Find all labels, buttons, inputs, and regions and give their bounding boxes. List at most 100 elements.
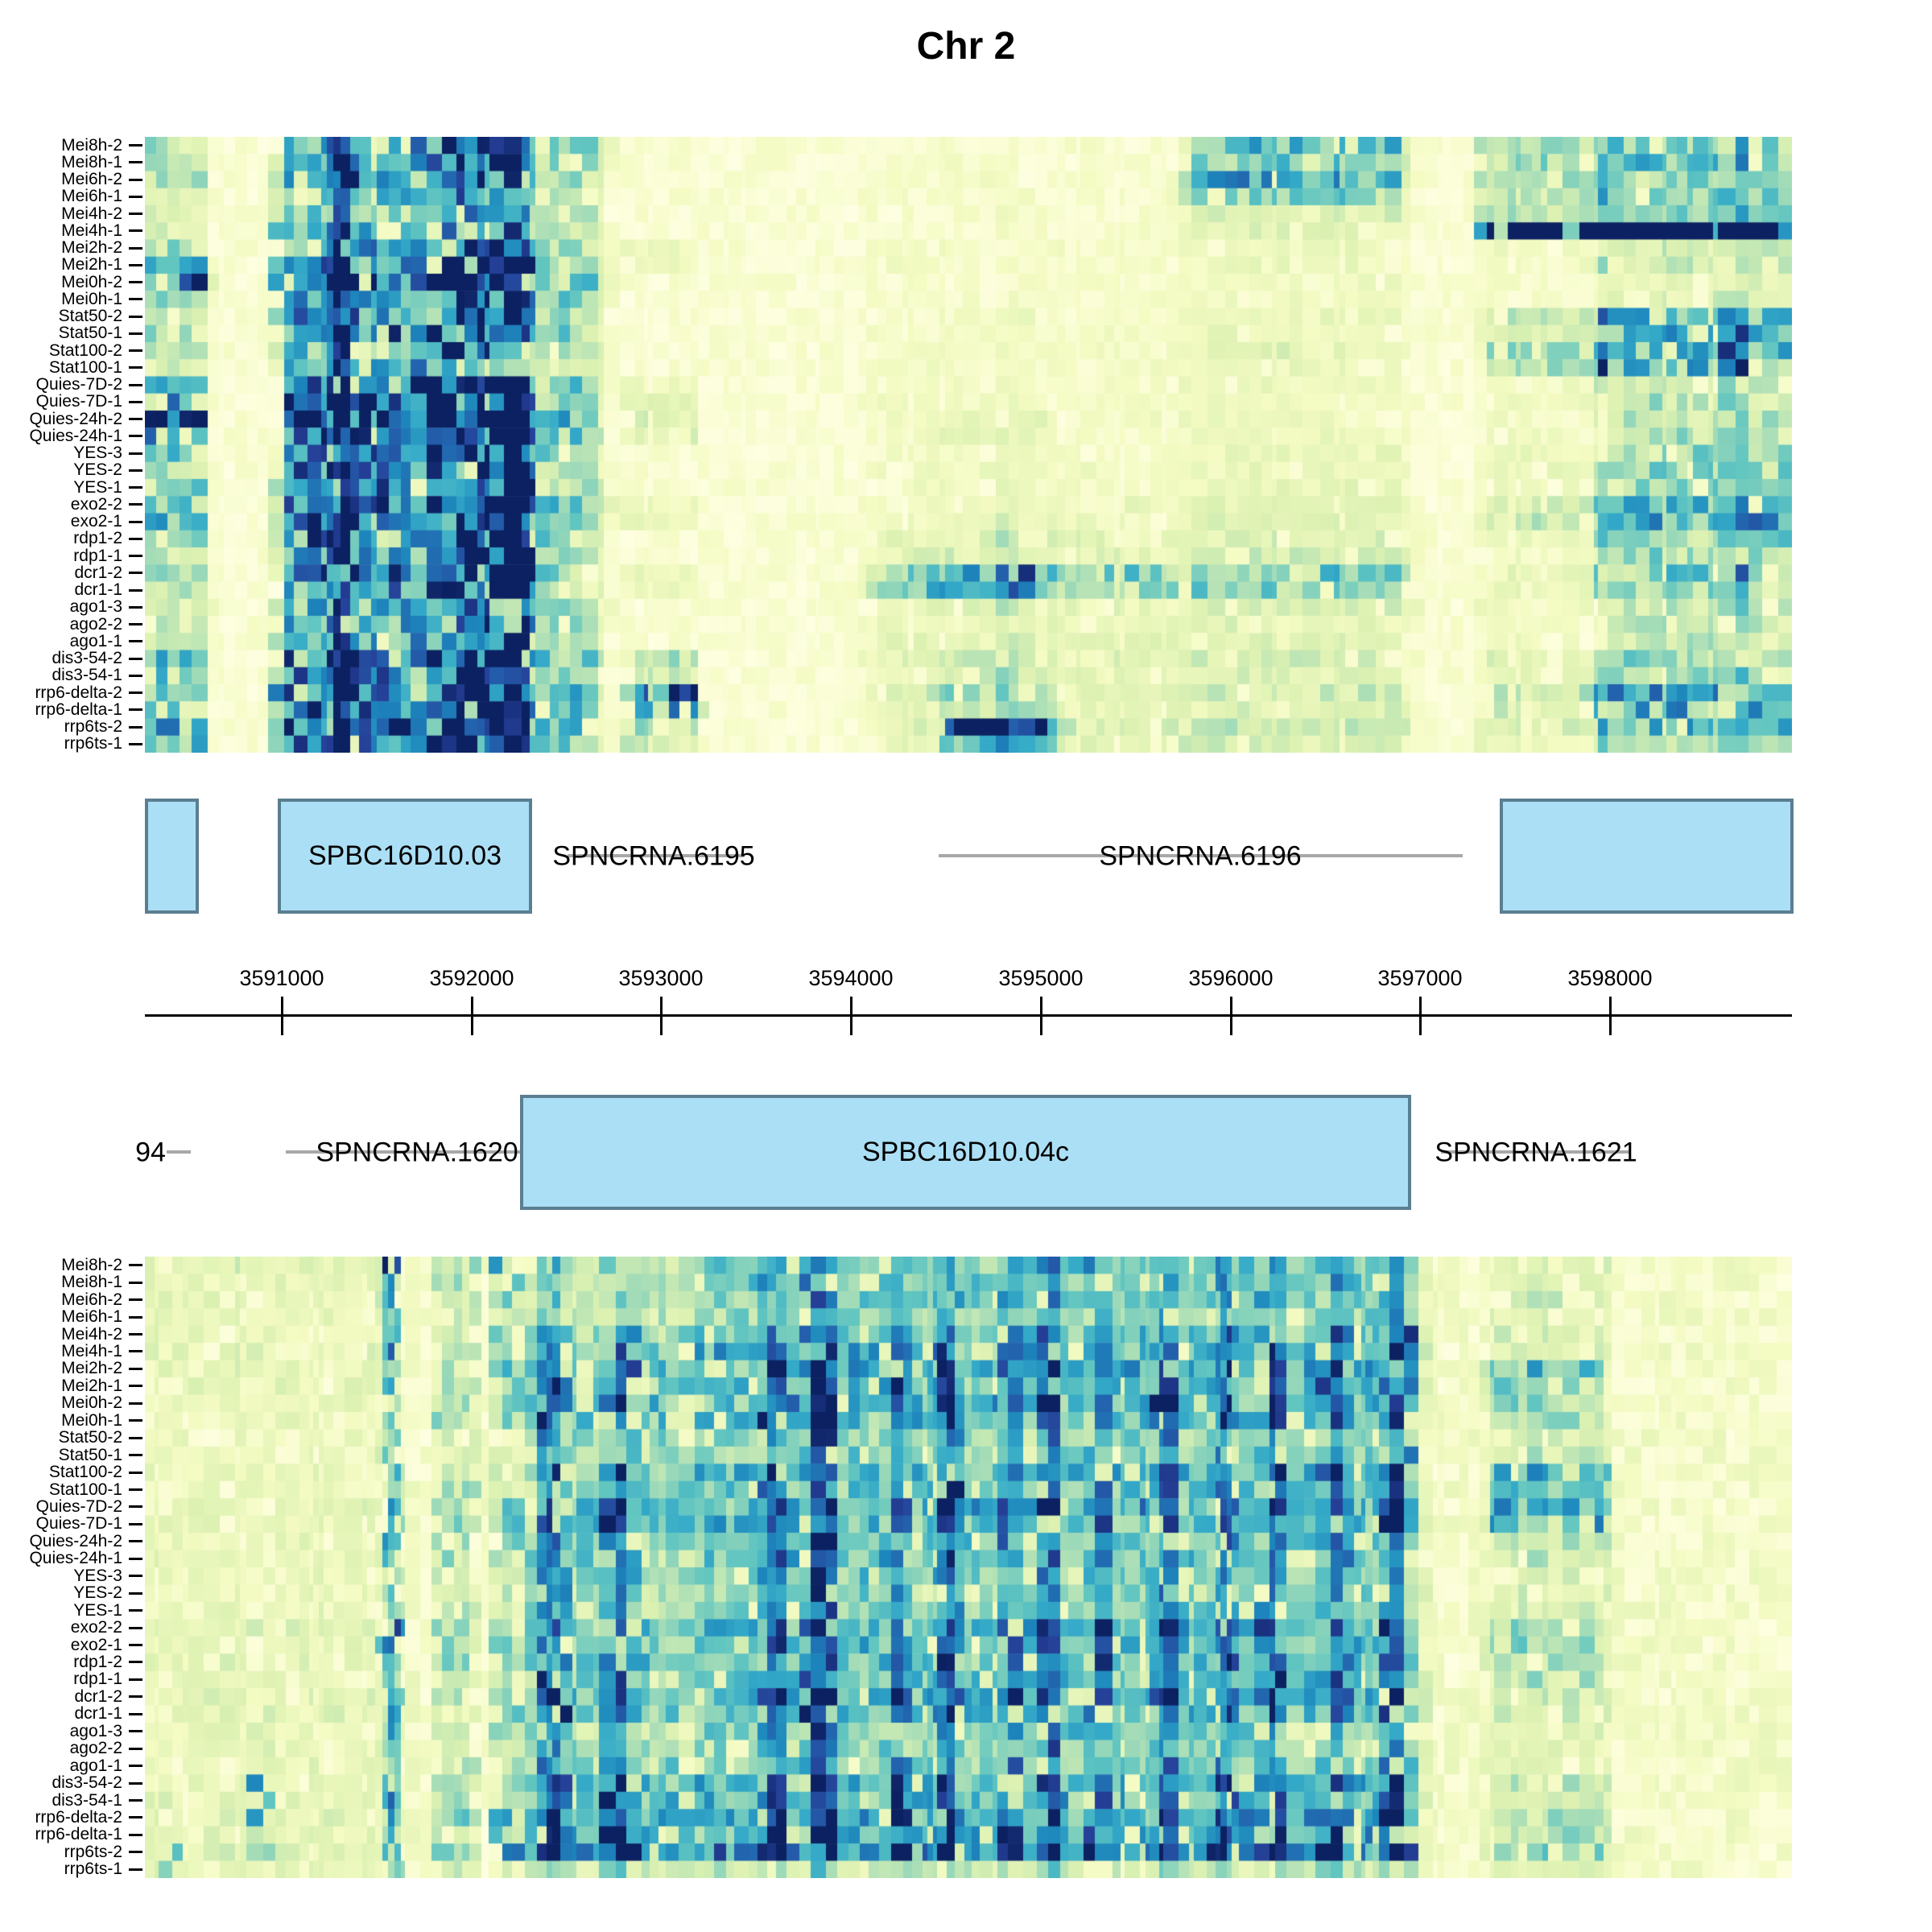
row-tick bbox=[129, 1367, 142, 1370]
gene-label-SPNCRNA.6196: SPNCRNA.6196 bbox=[1099, 840, 1302, 871]
row-label-Quies-7D-1: Quies-7D-1 bbox=[35, 1514, 122, 1534]
row-tick bbox=[129, 1298, 142, 1302]
row-tick bbox=[129, 588, 142, 592]
row-tick bbox=[129, 1281, 142, 1284]
row-tick bbox=[129, 1747, 142, 1750]
row-label-ago2-2: ago2-2 bbox=[69, 614, 122, 634]
axis-tick-label-3593000: 3593000 bbox=[618, 966, 704, 990]
row-label-Mei0h-2: Mei0h-2 bbox=[61, 1393, 122, 1413]
row-tick bbox=[129, 1505, 142, 1509]
row-tick bbox=[129, 674, 142, 677]
row-tick bbox=[129, 623, 142, 626]
row-tick bbox=[129, 400, 142, 403]
row-label-Stat50-2: Stat50-2 bbox=[58, 1428, 122, 1447]
row-label-Mei6h-1: Mei6h-1 bbox=[61, 187, 122, 206]
gene-track-bottom: 94 SPNCRNA.1620 SPBC16D10.04c SPNCRNA.1621 bbox=[0, 1095, 1932, 1210]
row-tick bbox=[129, 1781, 142, 1785]
row-tick bbox=[129, 383, 142, 386]
row-tick bbox=[129, 469, 142, 472]
row-label-rrp6-delta-2: rrp6-delta-2 bbox=[35, 1807, 122, 1827]
gene-label-SPNCRNA.1620: SPNCRNA.1620 bbox=[316, 1137, 518, 1167]
row-label-Quies-24h-1: Quies-24h-1 bbox=[29, 426, 122, 445]
row-tick bbox=[129, 229, 142, 233]
row-tick bbox=[129, 349, 142, 353]
row-label-ago1-3: ago1-3 bbox=[69, 597, 122, 617]
row-label-rrp6ts-2: rrp6ts-2 bbox=[64, 1842, 122, 1861]
row-label-Mei8h-2: Mei8h-2 bbox=[61, 1255, 122, 1274]
row-tick bbox=[129, 1799, 142, 1802]
row-label-Quies-24h-2: Quies-24h-2 bbox=[29, 409, 122, 428]
row-label-rdp1-2: rdp1-2 bbox=[73, 1652, 122, 1671]
row-tick bbox=[129, 1402, 142, 1405]
row-tick bbox=[129, 520, 142, 523]
row-tick bbox=[129, 537, 142, 540]
row-label-Mei2h-2: Mei2h-2 bbox=[61, 238, 122, 258]
gene-label-SPBC16D10.04c: SPBC16D10.04c bbox=[861, 1137, 1070, 1167]
gene-box-gene-partial-left bbox=[145, 799, 199, 914]
gene-line-gene-partial-94 bbox=[167, 1150, 191, 1154]
axis-tick-label-3598000: 3598000 bbox=[1567, 966, 1653, 990]
row-label-Stat50-1: Stat50-1 bbox=[58, 324, 122, 343]
row-tick bbox=[129, 1609, 142, 1612]
row-label-ago1-3: ago1-3 bbox=[69, 1721, 122, 1740]
row-tick bbox=[129, 503, 142, 506]
axis-tick-3595000 bbox=[1039, 997, 1042, 1035]
row-tick bbox=[129, 195, 142, 198]
row-tick bbox=[129, 640, 142, 643]
row-label-Mei0h-1: Mei0h-1 bbox=[61, 1410, 122, 1430]
row-label-Mei6h-2: Mei6h-2 bbox=[61, 170, 122, 189]
row-tick bbox=[129, 572, 142, 575]
row-tick bbox=[129, 263, 142, 266]
row-label-Mei0h-1: Mei0h-1 bbox=[61, 289, 122, 308]
row-label-Mei4h-1: Mei4h-1 bbox=[61, 1341, 122, 1360]
row-label-rrp6-delta-1: rrp6-delta-1 bbox=[35, 1825, 122, 1844]
row-label-rdp1-2: rdp1-2 bbox=[73, 529, 122, 548]
row-label-Quies-7D-1: Quies-7D-1 bbox=[35, 392, 122, 411]
row-label-Mei6h-2: Mei6h-2 bbox=[61, 1290, 122, 1309]
row-tick bbox=[129, 1730, 142, 1733]
axis-tick-3596000 bbox=[1229, 997, 1232, 1035]
gene-box-gene-partial-right bbox=[1500, 799, 1794, 914]
row-label-dcr1-2: dcr1-2 bbox=[74, 563, 122, 582]
row-tick bbox=[129, 418, 142, 421]
row-label-rdp1-1: rdp1-1 bbox=[73, 1670, 122, 1689]
row-label-rrp6ts-1: rrp6ts-1 bbox=[64, 1860, 122, 1879]
chart-title: Chr 2 bbox=[916, 25, 1016, 68]
row-label-Mei4h-2: Mei4h-2 bbox=[61, 1324, 122, 1344]
row-tick bbox=[129, 1385, 142, 1388]
row-tick bbox=[129, 1868, 142, 1871]
row-label-Stat50-2: Stat50-2 bbox=[58, 307, 122, 326]
row-tick bbox=[129, 246, 142, 250]
row-label-dcr1-1: dcr1-1 bbox=[74, 1704, 122, 1724]
axis-tick-3592000 bbox=[470, 997, 473, 1035]
row-tick bbox=[129, 657, 142, 660]
axis-tick-3591000 bbox=[280, 997, 283, 1035]
row-tick bbox=[129, 332, 142, 335]
row-label-dis3-54-1: dis3-54-1 bbox=[52, 1790, 122, 1810]
row-label-Quies-7D-2: Quies-7D-2 bbox=[35, 375, 122, 394]
row-label-Mei4h-2: Mei4h-2 bbox=[61, 204, 122, 223]
row-tick bbox=[129, 213, 142, 216]
gene-label-SPNCRNA.1621: SPNCRNA.1621 bbox=[1435, 1137, 1637, 1167]
row-tick bbox=[129, 452, 142, 455]
row-tick bbox=[129, 1454, 142, 1457]
gene-line-SPNCRNA.1620 bbox=[286, 1150, 520, 1154]
row-label-Mei2h-1: Mei2h-1 bbox=[61, 1376, 122, 1395]
row-label-Mei4h-1: Mei4h-1 bbox=[61, 221, 122, 240]
row-tick bbox=[129, 1712, 142, 1715]
row-label-Mei8h-1: Mei8h-1 bbox=[61, 152, 122, 171]
row-tick bbox=[129, 486, 142, 489]
row-tick bbox=[129, 1264, 142, 1267]
row-label-Mei8h-1: Mei8h-1 bbox=[61, 1273, 122, 1292]
row-tick bbox=[129, 1851, 142, 1854]
gene-track-top: SPBC16D10.03 SPNCRNA.6195 SPNCRNA.6196 bbox=[0, 799, 1932, 914]
row-tick bbox=[129, 178, 142, 181]
row-label-dis3-54-1: dis3-54-1 bbox=[52, 666, 122, 685]
row-tick bbox=[129, 1315, 142, 1319]
row-tick bbox=[129, 1661, 142, 1664]
row-label-exo2-1: exo2-1 bbox=[70, 1635, 122, 1654]
row-tick bbox=[129, 1333, 142, 1335]
row-label-Mei2h-2: Mei2h-2 bbox=[61, 1359, 122, 1378]
row-label-dcr1-1: dcr1-1 bbox=[74, 580, 122, 600]
